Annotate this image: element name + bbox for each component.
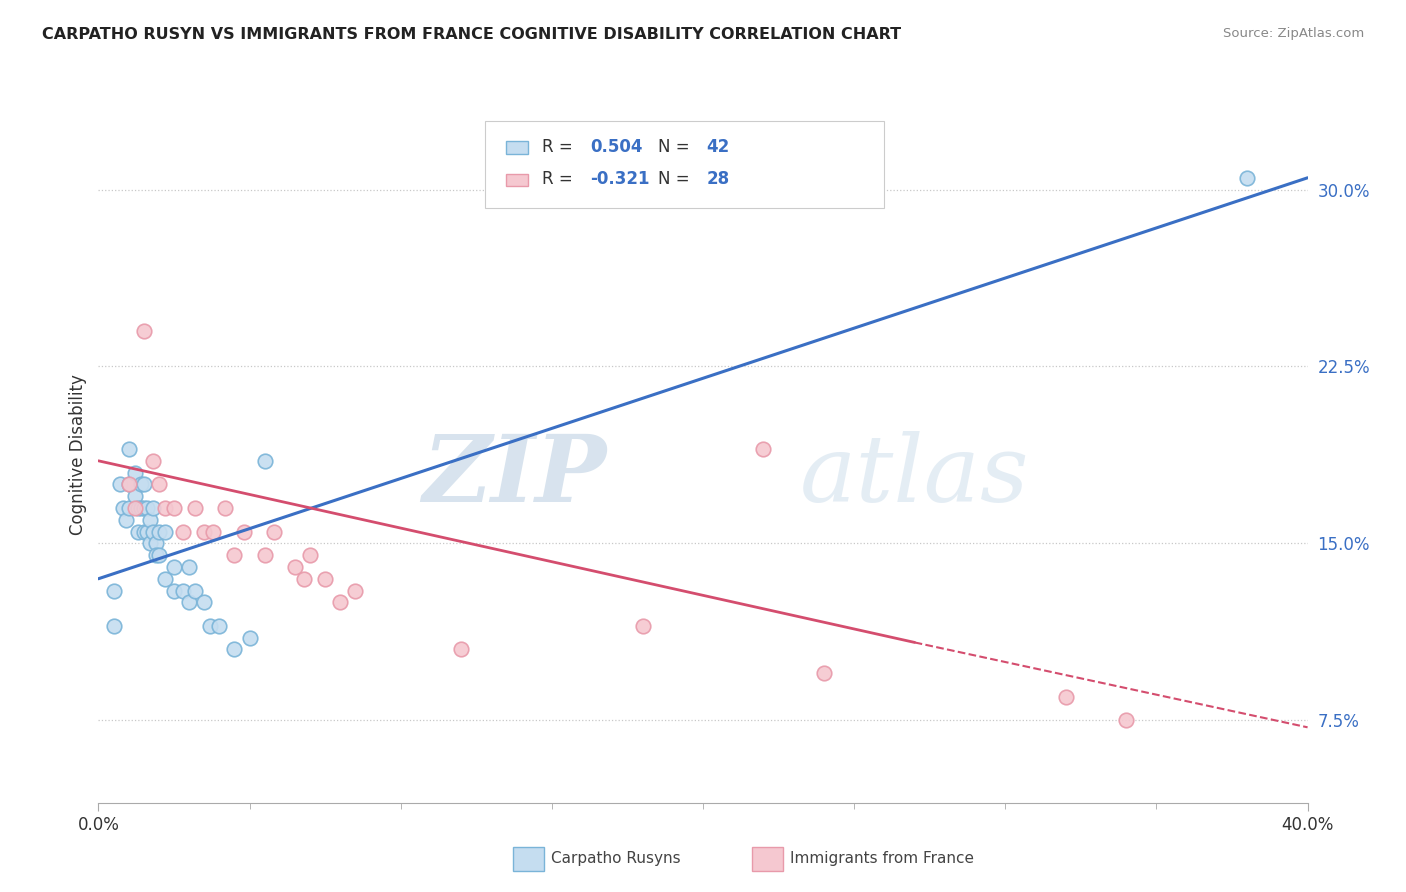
Point xyxy=(103,583,125,598)
Point xyxy=(127,500,149,515)
Point xyxy=(148,524,170,539)
Point xyxy=(450,642,472,657)
Point xyxy=(118,500,141,515)
Point xyxy=(163,500,186,515)
Point xyxy=(752,442,775,456)
Point xyxy=(124,500,146,515)
Point xyxy=(153,500,176,515)
Point xyxy=(139,513,162,527)
Point xyxy=(103,619,125,633)
Point xyxy=(1054,690,1077,704)
Point xyxy=(200,619,222,633)
Y-axis label: Cognitive Disability: Cognitive Disability xyxy=(69,375,87,535)
Point xyxy=(232,524,254,539)
Point xyxy=(314,572,336,586)
Point xyxy=(118,442,141,456)
Point xyxy=(153,572,176,586)
Point xyxy=(299,548,322,562)
Point xyxy=(172,583,194,598)
Point xyxy=(184,583,207,598)
Point xyxy=(135,524,157,539)
Text: 42: 42 xyxy=(707,137,730,156)
Point xyxy=(224,548,246,562)
Point xyxy=(124,466,146,480)
Point xyxy=(111,500,134,515)
Point xyxy=(631,619,654,633)
Point xyxy=(118,477,141,491)
Text: R =: R = xyxy=(543,170,578,188)
Text: CARPATHO RUSYN VS IMMIGRANTS FROM FRANCE COGNITIVE DISABILITY CORRELATION CHART: CARPATHO RUSYN VS IMMIGRANTS FROM FRANCE… xyxy=(42,27,901,42)
Point xyxy=(129,477,152,491)
Point xyxy=(292,572,315,586)
Point xyxy=(132,477,155,491)
Text: atlas: atlas xyxy=(800,431,1029,521)
Point xyxy=(163,560,186,574)
Point xyxy=(263,524,285,539)
FancyBboxPatch shape xyxy=(506,141,527,153)
Text: Source: ZipAtlas.com: Source: ZipAtlas.com xyxy=(1223,27,1364,40)
Point xyxy=(184,500,207,515)
Text: 28: 28 xyxy=(707,170,730,188)
FancyBboxPatch shape xyxy=(506,174,527,186)
Point xyxy=(132,500,155,515)
Point xyxy=(127,524,149,539)
Point xyxy=(108,477,131,491)
FancyBboxPatch shape xyxy=(485,121,884,208)
Point xyxy=(142,524,165,539)
Point xyxy=(118,477,141,491)
Point xyxy=(142,500,165,515)
Point xyxy=(145,536,167,550)
Point xyxy=(193,595,215,609)
Text: N =: N = xyxy=(658,170,695,188)
Point xyxy=(214,500,236,515)
Point xyxy=(177,595,201,609)
Point xyxy=(284,560,307,574)
Point xyxy=(1115,713,1137,727)
Text: -0.321: -0.321 xyxy=(591,170,650,188)
Point xyxy=(177,560,201,574)
Point xyxy=(344,583,367,598)
Point xyxy=(139,536,162,550)
Point xyxy=(153,524,176,539)
Point xyxy=(114,513,136,527)
Point xyxy=(329,595,352,609)
Point xyxy=(132,524,155,539)
Point xyxy=(253,548,276,562)
Point xyxy=(163,583,186,598)
Point xyxy=(132,324,155,338)
Text: 0.504: 0.504 xyxy=(591,137,643,156)
Point xyxy=(239,631,262,645)
Point xyxy=(172,524,194,539)
Point xyxy=(1236,170,1258,185)
Point xyxy=(135,500,157,515)
Point xyxy=(224,642,246,657)
Text: ZIP: ZIP xyxy=(422,431,606,521)
Point xyxy=(253,454,276,468)
Point xyxy=(193,524,215,539)
Point xyxy=(129,500,152,515)
Text: Carpatho Rusyns: Carpatho Rusyns xyxy=(551,852,681,866)
Text: R =: R = xyxy=(543,137,578,156)
Point xyxy=(142,454,165,468)
Point xyxy=(813,666,835,681)
Point xyxy=(148,477,170,491)
Point xyxy=(148,548,170,562)
Point xyxy=(124,489,146,503)
Point xyxy=(208,619,231,633)
Text: N =: N = xyxy=(658,137,695,156)
Point xyxy=(145,548,167,562)
Point xyxy=(202,524,225,539)
Text: Immigrants from France: Immigrants from France xyxy=(790,852,974,866)
